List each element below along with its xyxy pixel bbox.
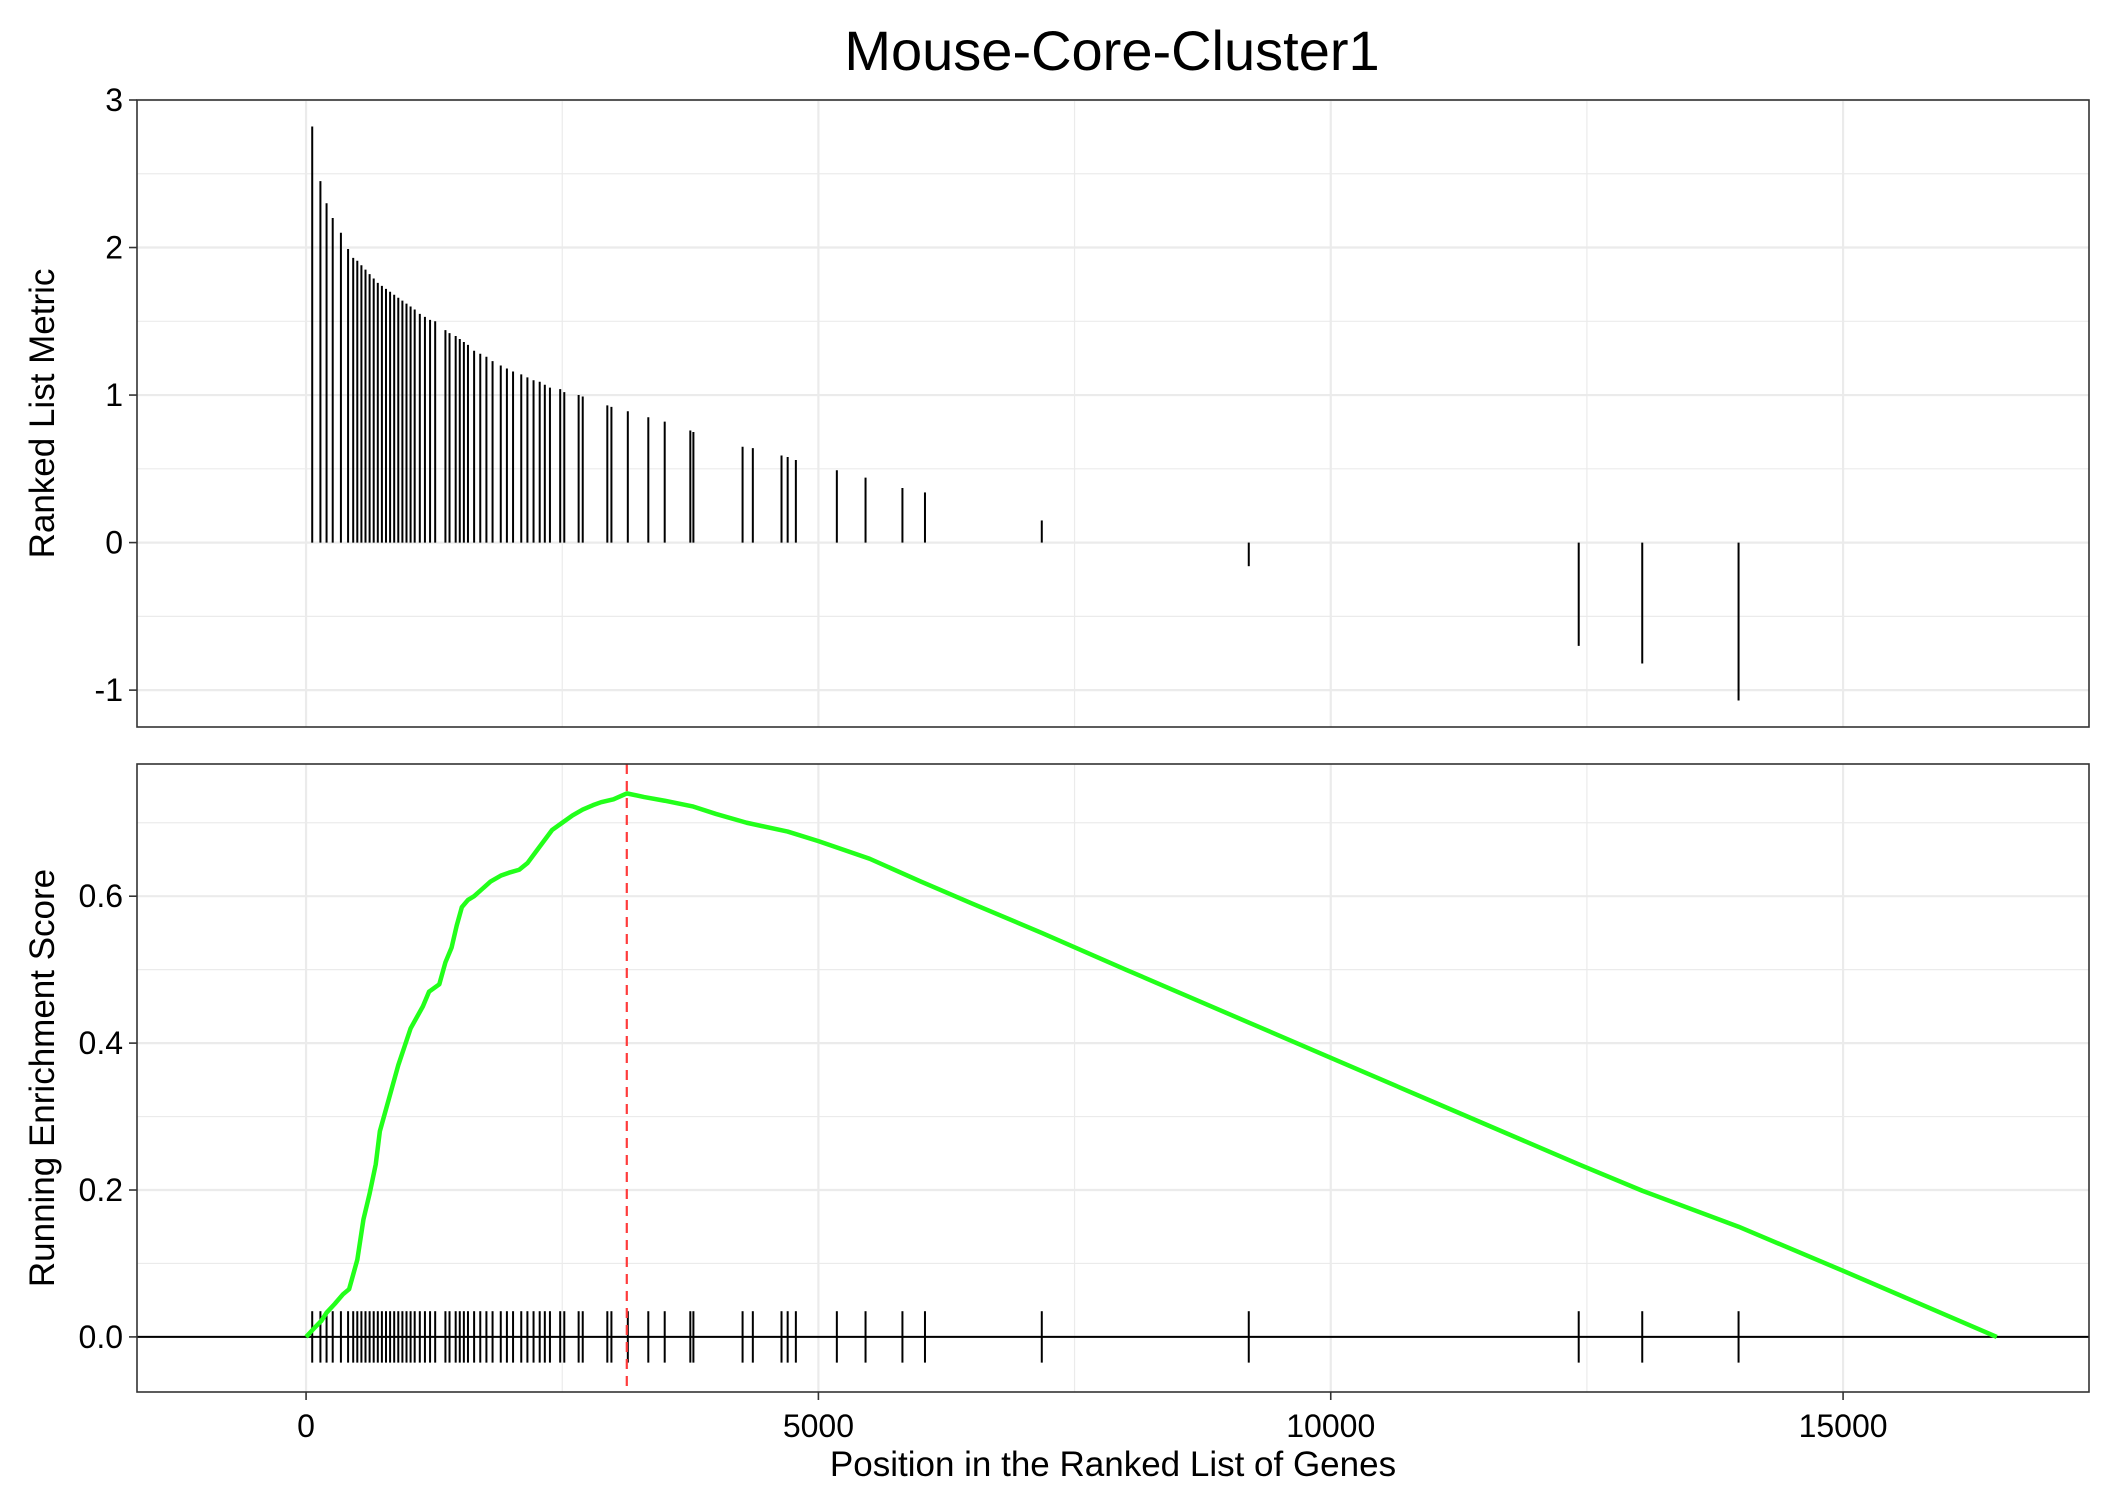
running-score-y-tick-label: 0.4 <box>79 1025 123 1061</box>
x-axis-tick-label: 0 <box>297 1408 315 1444</box>
running-score-y-tick-label: 0.6 <box>79 878 123 914</box>
ranked-metric-y-axis-label: Ranked List Metric <box>23 269 62 559</box>
ranked-metric-y-tick-label: 3 <box>105 82 123 118</box>
running-score-panel-border <box>136 763 2090 1393</box>
chart-title: Mouse-Core-Cluster1 <box>844 19 1379 82</box>
ranked-metric-y-tick-label: -1 <box>95 672 123 708</box>
running-score-x-axis: 0 5000 10000 15000 <box>297 1392 1888 1444</box>
ranked-metric-y-tick-label: 2 <box>105 230 123 266</box>
ranked-metric-panel-border <box>136 99 2090 728</box>
x-axis-tick-label: 5000 <box>783 1408 854 1444</box>
running-score-y-axis: 0.0 0.2 0.4 0.6 <box>79 878 137 1355</box>
x-axis-tick-label: 15000 <box>1799 1408 1888 1444</box>
ranked-metric-y-tick-label: 0 <box>105 525 123 561</box>
running-score-panel: 0.0 0.2 0.4 0.6 0 5000 10000 15000 Running Enr… <box>23 763 2090 1484</box>
x-axis-tick-label: 10000 <box>1286 1408 1375 1444</box>
running-score-grid <box>137 764 2089 1392</box>
ranked-metric-panel: -1 0 1 2 3 Ranked List Metric <box>23 82 2090 728</box>
running-score-line <box>304 791 1998 1339</box>
running-score-y-axis-label: Running Enrichment Score <box>23 869 62 1287</box>
ranked-metric-y-tick-label: 1 <box>105 377 123 413</box>
x-axis-label: Position in the Ranked List of Genes <box>830 1445 1396 1484</box>
ranked-metric-bars <box>311 126 1740 701</box>
running-score-y-tick-label: 0.2 <box>79 1172 123 1208</box>
ranked-metric-y-axis: -1 0 1 2 3 <box>95 82 137 708</box>
running-score-y-tick-label: 0.0 <box>79 1319 123 1355</box>
